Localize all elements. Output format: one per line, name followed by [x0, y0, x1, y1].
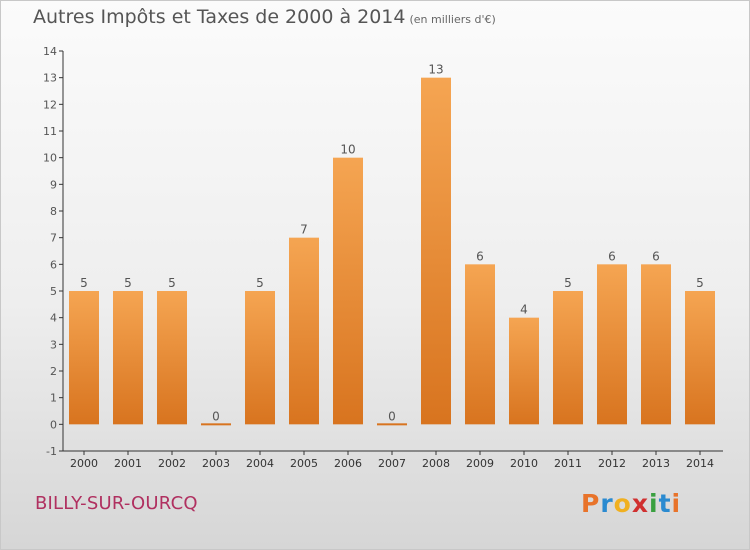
value-label-2003: 0 — [212, 409, 220, 423]
x-tick-label-2000: 2000 — [70, 457, 98, 470]
y-tick-label: 13 — [43, 72, 57, 85]
value-label-2005: 7 — [300, 223, 308, 237]
y-tick-label: 9 — [50, 178, 57, 191]
bar-2002 — [157, 291, 187, 425]
bar-2010 — [509, 317, 539, 425]
x-tick-label-2010: 2010 — [510, 457, 538, 470]
bar-2007 — [377, 423, 407, 426]
value-label-2008: 13 — [428, 63, 443, 77]
y-tick-label: 12 — [43, 98, 57, 111]
value-label-2006: 10 — [340, 143, 355, 157]
chart-subtitle: (en milliers d'€) — [409, 13, 496, 26]
bar-2008 — [421, 77, 451, 425]
y-tick-label: 5 — [50, 285, 57, 298]
x-tick-label-2008: 2008 — [422, 457, 450, 470]
y-tick-label: 11 — [43, 125, 57, 138]
bar-2013 — [641, 264, 671, 425]
x-tick-label-2004: 2004 — [246, 457, 274, 470]
value-label-2007: 0 — [388, 409, 396, 423]
chart-title: Autres Impôts et Taxes de 2000 à 2014 (en… — [33, 6, 496, 28]
value-label-2009: 6 — [476, 249, 484, 263]
chart-labels: 5 2000 5 2001 5 2002 0 2003 5 2004 7 2005 10 2006 0 200… — [70, 63, 714, 470]
proxiti-logo[interactable]: Proxiti — [581, 489, 682, 518]
y-tick-label: 6 — [50, 258, 57, 271]
y-tick-label: 2 — [50, 365, 57, 378]
value-label-2010: 4 — [520, 303, 528, 317]
x-tick-label-2012: 2012 — [598, 457, 626, 470]
bar-2012 — [597, 264, 627, 425]
bar-2011 — [553, 291, 583, 425]
y-tick-label: 1 — [50, 392, 57, 405]
value-label-2011: 5 — [564, 276, 572, 290]
x-tick-label-2009: 2009 — [466, 457, 494, 470]
value-label-2004: 5 — [256, 276, 264, 290]
value-label-2014: 5 — [696, 276, 704, 290]
bar-2003 — [201, 423, 231, 426]
value-label-2013: 6 — [652, 249, 660, 263]
value-label-2001: 5 — [124, 276, 132, 290]
y-tick-label: 3 — [50, 338, 57, 351]
y-tick-label: 0 — [50, 418, 57, 431]
x-tick-label-2007: 2007 — [378, 457, 406, 470]
x-tick-label-2011: 2011 — [554, 457, 582, 470]
x-tick-label-2005: 2005 — [290, 457, 318, 470]
chart-title-text: Autres Impôts et Taxes de 2000 à 2014 — [33, 6, 406, 28]
value-label-2012: 6 — [608, 249, 616, 263]
x-tick-label-2014: 2014 — [686, 457, 714, 470]
value-label-2002: 5 — [168, 276, 176, 290]
bar-2000 — [69, 291, 99, 425]
bar-2009 — [465, 264, 495, 425]
x-tick-label-2001: 2001 — [114, 457, 142, 470]
x-tick-label-2002: 2002 — [158, 457, 186, 470]
y-tick-label: 7 — [50, 232, 57, 245]
bar-2006 — [333, 157, 363, 425]
y-tick-label: -1 — [46, 445, 57, 458]
x-tick-label-2013: 2013 — [642, 457, 670, 470]
y-tick-label: 10 — [43, 152, 57, 165]
value-label-2000: 5 — [80, 276, 88, 290]
chart-bars — [69, 77, 715, 426]
x-tick-label-2006: 2006 — [334, 457, 362, 470]
bar-2001 — [113, 291, 143, 425]
x-tick-label-2003: 2003 — [202, 457, 230, 470]
y-tick-label: 8 — [50, 205, 57, 218]
y-tick-label: 14 — [43, 45, 57, 58]
y-tick-label: 4 — [50, 312, 57, 325]
bar-2004 — [245, 291, 275, 425]
bar-2005 — [289, 237, 319, 425]
commune-name: BILLY-SUR-OURCQ — [35, 493, 198, 514]
bar-2014 — [685, 291, 715, 425]
